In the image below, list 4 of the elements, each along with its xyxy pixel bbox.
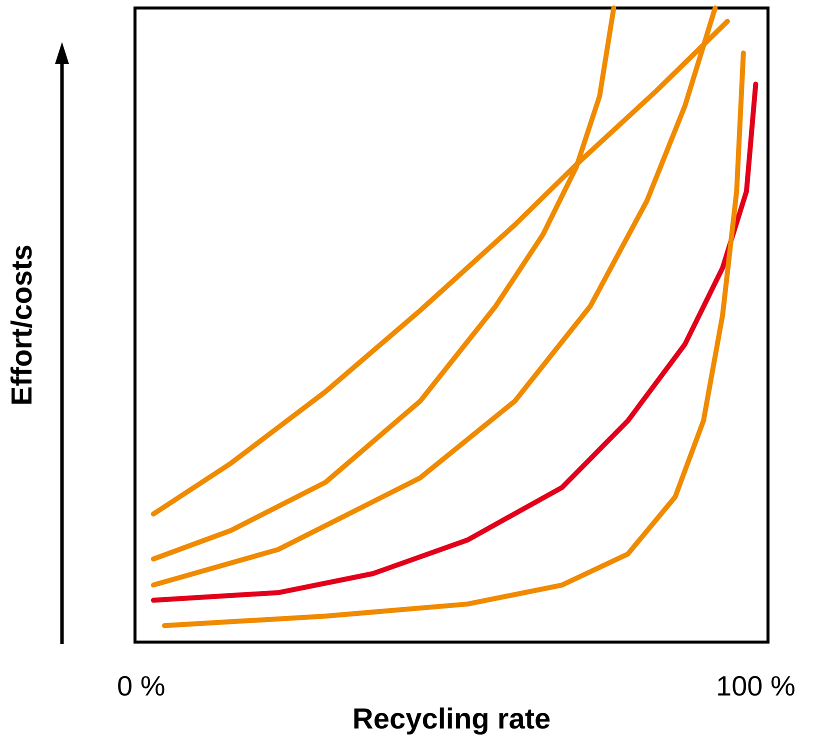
y-axis-title: Effort/costs — [6, 244, 38, 406]
x-tick-label: 0 % — [117, 670, 166, 702]
x-axis-title: Recycling rate — [352, 704, 551, 736]
x-tick-label: 100 % — [716, 670, 796, 702]
